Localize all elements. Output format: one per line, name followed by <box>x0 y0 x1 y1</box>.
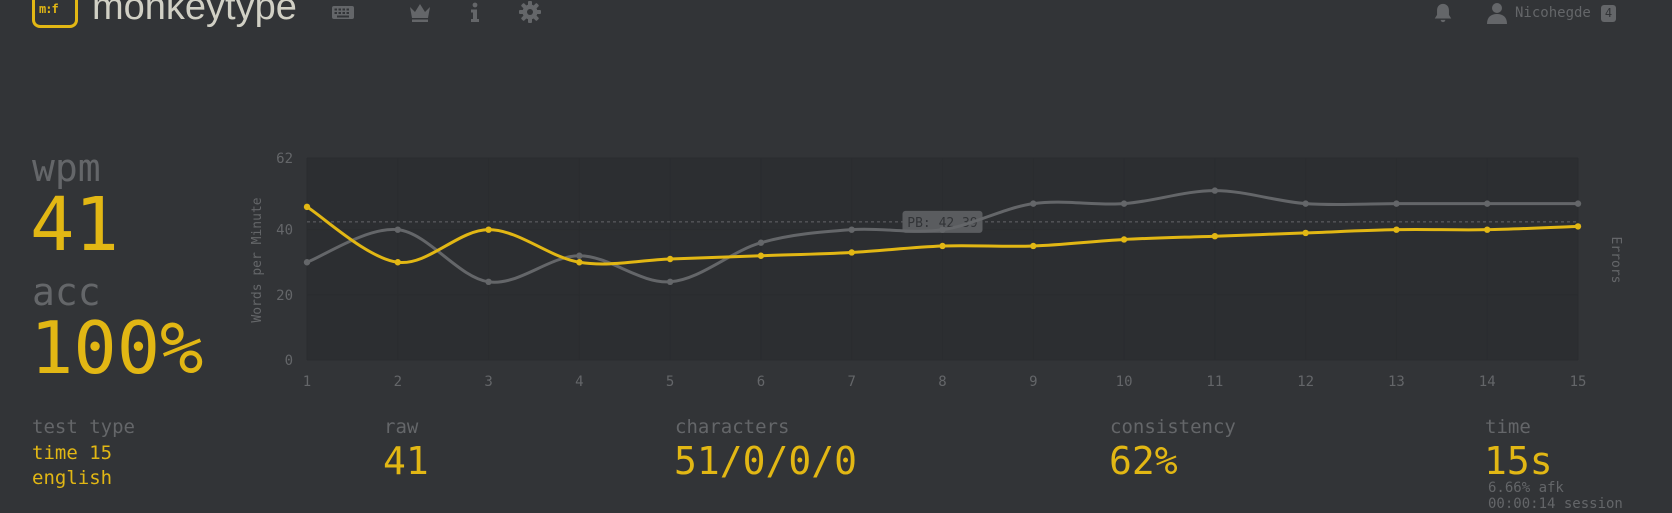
keyboard-icon[interactable] <box>331 0 355 24</box>
data-point-wpm <box>1211 232 1219 240</box>
y2-axis-label: Errors <box>1608 237 1623 284</box>
test-type-language: english <box>32 467 113 489</box>
series-line-raw <box>306 189 1578 284</box>
time-value[interactable]: 15s <box>1484 439 1553 483</box>
data-point-wpm <box>1574 223 1582 230</box>
y-tick-label: 20 <box>276 288 293 304</box>
characters-value[interactable]: 51/0/0/0 <box>674 439 858 483</box>
data-point-raw <box>757 239 765 246</box>
y-tick-label: 62 <box>276 151 293 167</box>
data-point-raw <box>1302 200 1309 207</box>
session-text: 00:00:14 session <box>1488 496 1623 512</box>
data-point-raw <box>1393 200 1400 207</box>
app-name[interactable]: monkeytype <box>92 0 297 28</box>
data-point-raw <box>576 252 583 259</box>
x-tick-label: 13 <box>1388 374 1405 390</box>
data-point-wpm <box>757 252 765 259</box>
data-point-wpm <box>576 259 583 266</box>
chart-grid <box>306 157 1579 361</box>
data-point-raw <box>1211 187 1219 194</box>
x-tick-label: 12 <box>1297 374 1314 390</box>
username: Nicohegde <box>1515 5 1591 21</box>
data-point-wpm <box>1030 242 1037 250</box>
wpm-value: 41 <box>30 182 120 268</box>
logo-icon[interactable]: m:f <box>32 0 78 28</box>
data-point-raw <box>394 226 401 233</box>
logo-mark: m:f <box>39 2 59 16</box>
data-point-wpm <box>1120 236 1128 243</box>
x-tick-label: 15 <box>1570 374 1587 390</box>
x-tick-label: 10 <box>1116 374 1133 390</box>
data-point-raw <box>1030 200 1037 207</box>
afk-text: 6.66% afk <box>1488 480 1564 496</box>
data-point-wpm <box>1484 226 1491 233</box>
pb-label-box <box>902 210 983 233</box>
user-account-button[interactable]: Nicohegde 4 <box>1487 2 1617 24</box>
characters-label: characters <box>675 416 790 438</box>
data-point-raw <box>303 259 311 266</box>
consistency-value[interactable]: 62% <box>1109 439 1178 483</box>
series-line-wpm <box>306 205 1579 266</box>
x-tick-label: 4 <box>575 374 583 390</box>
data-point-raw <box>1574 200 1582 207</box>
acc-value: 100% <box>30 306 204 390</box>
consistency-label: consistency <box>1110 416 1236 438</box>
x-tick-label: 2 <box>394 374 402 390</box>
info-icon[interactable] <box>463 0 487 24</box>
x-tick-label: 1 <box>303 374 311 390</box>
y-tick-label: 40 <box>276 223 293 239</box>
raw-value: 41 <box>383 439 429 483</box>
user-icon <box>1487 3 1507 24</box>
x-tick-label: 8 <box>938 374 946 390</box>
data-point-raw <box>666 278 674 286</box>
test-type-label: test type <box>32 416 135 438</box>
x-tick-label: 5 <box>666 374 674 390</box>
crown-icon[interactable] <box>408 0 432 24</box>
chart-series <box>303 187 1582 286</box>
x-tick-label: 3 <box>484 374 492 390</box>
x-tick-label: 11 <box>1206 374 1223 390</box>
acc-label: acc <box>32 270 101 314</box>
gear-icon[interactable] <box>518 0 542 24</box>
bell-icon[interactable] <box>1432 2 1454 24</box>
data-point-raw <box>1484 200 1491 207</box>
data-point-raw <box>939 226 946 233</box>
raw-label: raw <box>384 416 419 438</box>
x-tick-label: 14 <box>1479 374 1496 390</box>
data-point-raw <box>1120 200 1128 207</box>
data-point-wpm <box>939 242 946 250</box>
time-label: time <box>1485 416 1531 438</box>
wpm-label: wpm <box>32 146 101 190</box>
data-point-wpm <box>666 255 674 263</box>
data-point-wpm <box>394 259 401 266</box>
data-point-wpm <box>1393 226 1400 233</box>
data-point-wpm <box>848 249 855 256</box>
x-tick-label: 7 <box>847 374 855 390</box>
data-point-raw <box>848 226 855 233</box>
y-axis-label: Words per Minute <box>250 197 265 322</box>
data-point-wpm <box>1302 229 1309 237</box>
data-point-raw <box>485 278 492 286</box>
test-type-mode: time 15 <box>32 442 113 464</box>
data-point-wpm <box>303 203 311 211</box>
notification-badge: 4 <box>1600 4 1617 22</box>
x-tick-label: 9 <box>1029 374 1037 390</box>
data-point-wpm <box>485 226 492 233</box>
y-tick-label: 0 <box>285 353 293 369</box>
x-tick-label: 6 <box>757 374 765 390</box>
